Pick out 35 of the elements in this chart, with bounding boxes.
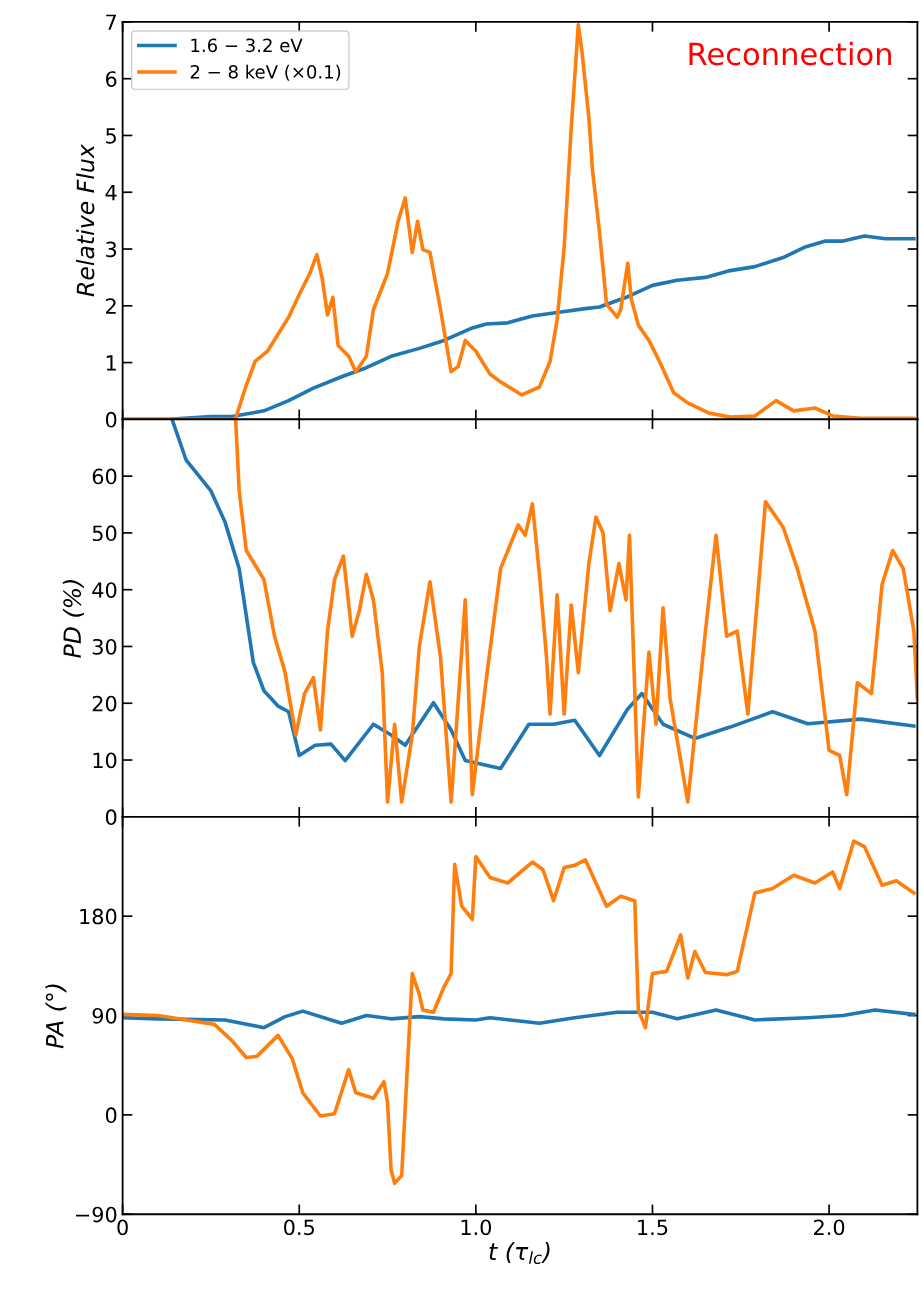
- y-tick-label: 20: [92, 695, 117, 712]
- y-tick-label: 90: [92, 1007, 117, 1024]
- line-series: [170, 419, 916, 771]
- y-tick-label: 6: [105, 71, 117, 87]
- x-tick-label: 0.5: [284, 1219, 314, 1236]
- annotation: Reconnection: [689, 41, 891, 66]
- x-tick-label: 1.5: [638, 1219, 668, 1236]
- legend-label: 1.6 − 3.2 eV: [191, 38, 303, 53]
- y-tick-label: 60: [92, 468, 117, 485]
- line-series: [233, 419, 918, 804]
- y-tick-label: 180: [80, 908, 117, 925]
- x-axis-title: t (τ$_{lc}$): [489, 1242, 550, 1265]
- y-axis-title: PA (°): [45, 984, 67, 1049]
- y-tick-label: 0: [105, 411, 117, 428]
- y-tick-label: 7: [106, 14, 116, 30]
- y-tick-label: 4: [105, 184, 117, 201]
- y-tick-label: 10: [93, 752, 117, 769]
- y-tick-label: 30: [92, 638, 117, 655]
- legend-label: 2 − 8 keV (×0.1): [190, 64, 341, 81]
- y-axis-title: PD (%): [62, 580, 84, 658]
- x-tick-label: 0: [117, 1219, 128, 1236]
- y-tick-label: 0: [105, 809, 117, 826]
- y-tick-label: 50: [92, 525, 117, 542]
- x-tick-label: 1.0: [461, 1219, 492, 1236]
- y-tick-label: 1: [106, 355, 116, 371]
- y-tick-label: −90: [76, 1206, 117, 1223]
- y-axis-title: Relative Flux: [76, 144, 95, 297]
- y-tick-label: 40: [92, 582, 117, 598]
- y-tick-label: 5: [106, 128, 116, 144]
- line-series: [122, 1008, 916, 1030]
- y-tick-label: 2: [106, 298, 116, 314]
- y-tick-label: 0: [105, 1107, 117, 1124]
- line-series: [122, 839, 916, 1186]
- y-tick-label: 3: [106, 241, 117, 258]
- x-tick-label: 2.0: [814, 1219, 845, 1236]
